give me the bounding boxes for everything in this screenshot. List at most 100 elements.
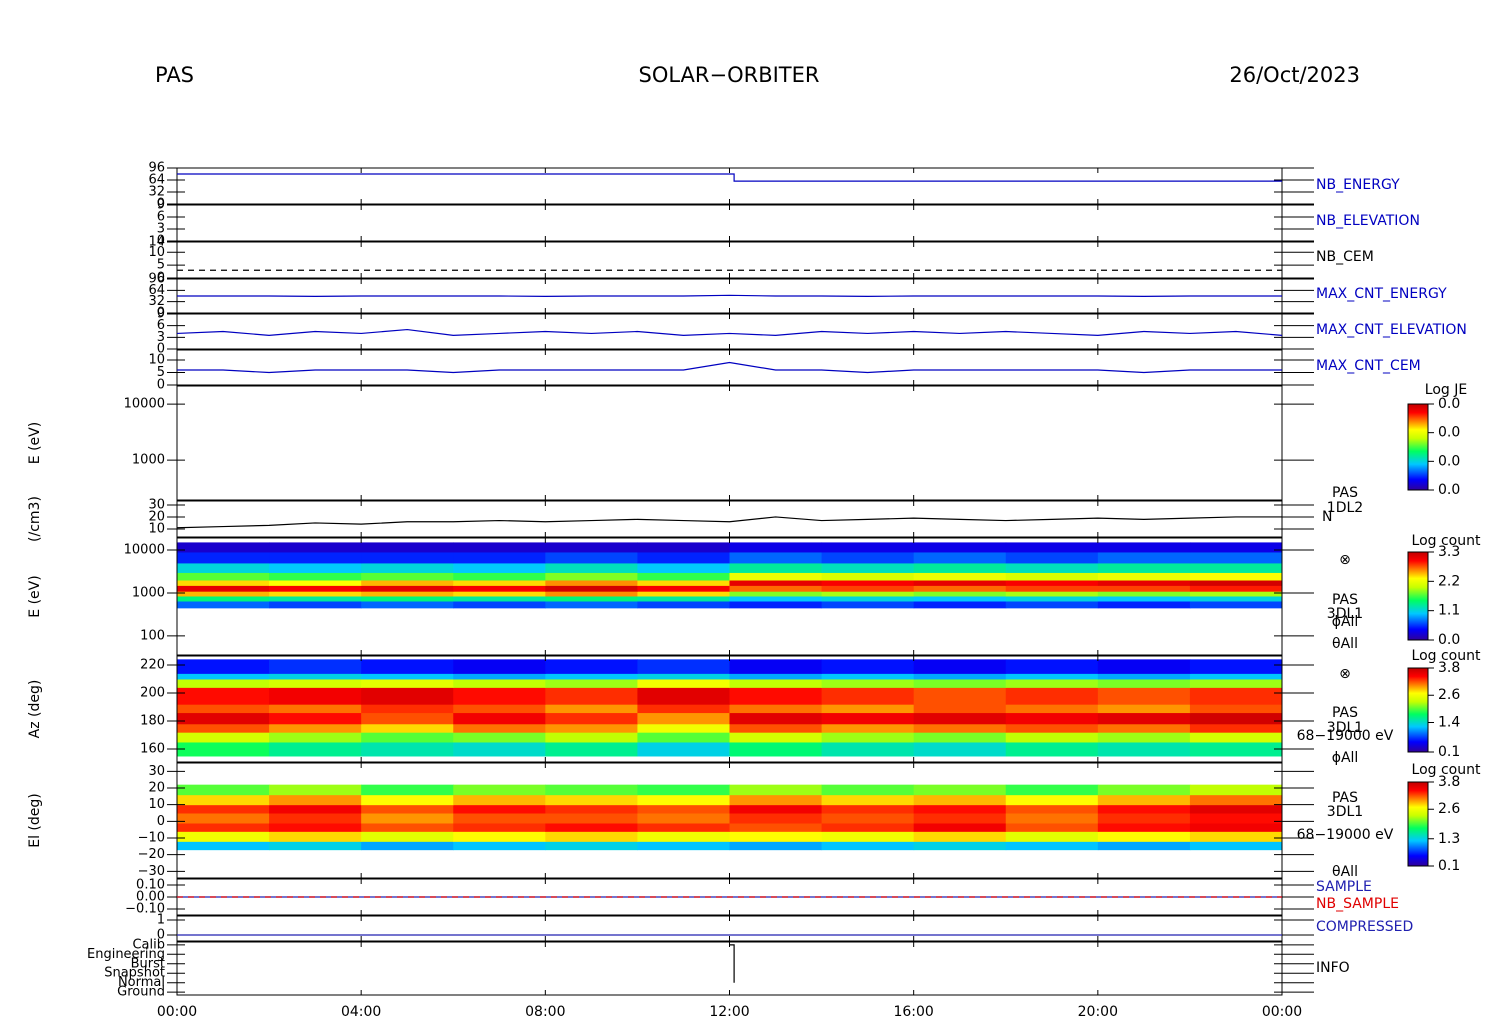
heatmap-cell <box>637 542 730 553</box>
heatmap-cell <box>821 794 915 806</box>
heatmap-cell <box>177 572 270 581</box>
heatmap-cell <box>545 723 638 733</box>
y-tick-label: 180 <box>140 713 165 728</box>
heatmap-cell <box>361 831 454 842</box>
heatmap-cell <box>269 585 362 592</box>
heatmap-cell <box>1005 823 1099 832</box>
heatmap-cell <box>1005 551 1099 564</box>
heatmap-cell <box>637 712 730 725</box>
heatmap-cell <box>729 741 823 757</box>
heatmap-cell <box>637 562 730 573</box>
heatmap-cell <box>453 580 546 586</box>
y-tick-label: −20 <box>138 847 165 862</box>
heatmap-cell <box>637 595 730 602</box>
heatmap-cell <box>1005 831 1099 842</box>
heatmap-cell <box>269 813 362 824</box>
heatmap-cell <box>177 723 270 733</box>
heatmap-cell <box>361 794 454 806</box>
y-axis-title: El (deg) <box>27 793 43 848</box>
series-line <box>177 361 1282 374</box>
y-tick-label: 10 <box>148 353 165 368</box>
series-line <box>177 294 1282 297</box>
heatmap-cell <box>821 678 915 688</box>
heatmap-cell <box>1189 723 1283 733</box>
mission-title: SOLAR−ORBITER <box>638 63 819 87</box>
heatmap-cell <box>453 678 546 688</box>
y-tick-label: Ground <box>117 985 165 1000</box>
y-tick-label: 20 <box>148 509 165 524</box>
y-tick-label: 10 <box>148 797 165 812</box>
y-tick-label: Normal <box>118 975 165 990</box>
heatmap-cell <box>177 687 270 705</box>
series-label: INFO <box>1316 960 1350 976</box>
y-tick-label: 0 <box>157 378 165 393</box>
heatmap-cell <box>1005 804 1099 814</box>
panel-frame <box>176 204 1283 242</box>
heatmap-cell <box>913 704 1007 714</box>
heatmap-cell <box>1097 673 1191 680</box>
heatmap-cell <box>821 831 915 842</box>
panel-frame <box>176 941 1283 996</box>
x-tick-label: 08:00 <box>525 1004 565 1020</box>
heatmap-cell <box>637 673 730 680</box>
heatmap-cell <box>729 723 823 733</box>
heatmap-cell <box>637 591 730 597</box>
y-tick-label: 9 <box>157 198 165 213</box>
colorbar-tick-label: 2.6 <box>1438 687 1460 703</box>
heatmap-cell <box>913 723 1007 733</box>
heatmap-cell <box>913 794 1007 806</box>
heatmap-cell <box>913 678 1007 688</box>
y-tick-label: 5 <box>157 365 165 380</box>
heatmap-cell <box>637 741 730 757</box>
heatmap-cell <box>1005 600 1099 609</box>
panel-frame <box>176 313 1283 350</box>
heatmap-cell <box>1097 841 1191 851</box>
heatmap-cell <box>545 841 638 851</box>
heatmap-cell <box>1097 784 1191 796</box>
heatmap-cell <box>1097 687 1191 705</box>
y-tick-label: 0.10 <box>136 878 165 893</box>
heatmap-cell <box>913 813 1007 824</box>
y-tick-label: 9 <box>157 307 165 322</box>
heatmap-cell <box>913 804 1007 814</box>
heatmap-cell <box>177 580 270 586</box>
heatmap-cell <box>821 542 915 553</box>
heatmap-cell <box>821 723 915 733</box>
heatmap-cell <box>1005 659 1099 674</box>
heatmap-cell <box>1189 600 1283 609</box>
y-tick-label: 14 <box>148 235 165 250</box>
heatmap-cell <box>269 659 362 674</box>
heatmap-cell <box>453 723 546 733</box>
heatmap-cell <box>453 712 546 725</box>
colorbar-tick-label: 3.3 <box>1438 544 1460 560</box>
heatmap-cell <box>361 580 454 586</box>
heatmap-cell <box>1097 804 1191 814</box>
colorbar-tick-label: 0.0 <box>1438 396 1460 412</box>
heatmap-cell <box>361 813 454 824</box>
heatmap-cell <box>269 712 362 725</box>
series-label: MAX_CNT_ENERGY <box>1316 286 1447 302</box>
heatmap-cell <box>269 580 362 586</box>
heatmap-cell <box>913 687 1007 705</box>
heatmap-cell <box>269 542 362 553</box>
heatmap-cell <box>177 673 270 680</box>
instrument-label: PAS <box>155 63 194 87</box>
heatmap-cell <box>269 831 362 842</box>
heatmap-cell <box>1005 732 1099 743</box>
heatmap-cell <box>269 723 362 733</box>
series-label: NB_SAMPLE <box>1316 896 1399 912</box>
heatmap-cell <box>637 659 730 674</box>
heatmap-cell <box>177 542 270 553</box>
heatmap-cell <box>1097 580 1191 586</box>
heatmap-cell <box>269 572 362 581</box>
heatmap-cell <box>453 784 546 796</box>
heatmap-cell <box>177 784 270 796</box>
heatmap-cell <box>545 687 638 705</box>
colorbar-tick-label: 1.1 <box>1438 603 1460 619</box>
heatmap-cell <box>729 823 823 832</box>
heatmap-cell <box>821 741 915 757</box>
heatmap-cell <box>729 732 823 743</box>
heatmap-cell <box>637 732 730 743</box>
heatmap-cell <box>453 687 546 705</box>
heatmap-cell <box>1097 591 1191 597</box>
